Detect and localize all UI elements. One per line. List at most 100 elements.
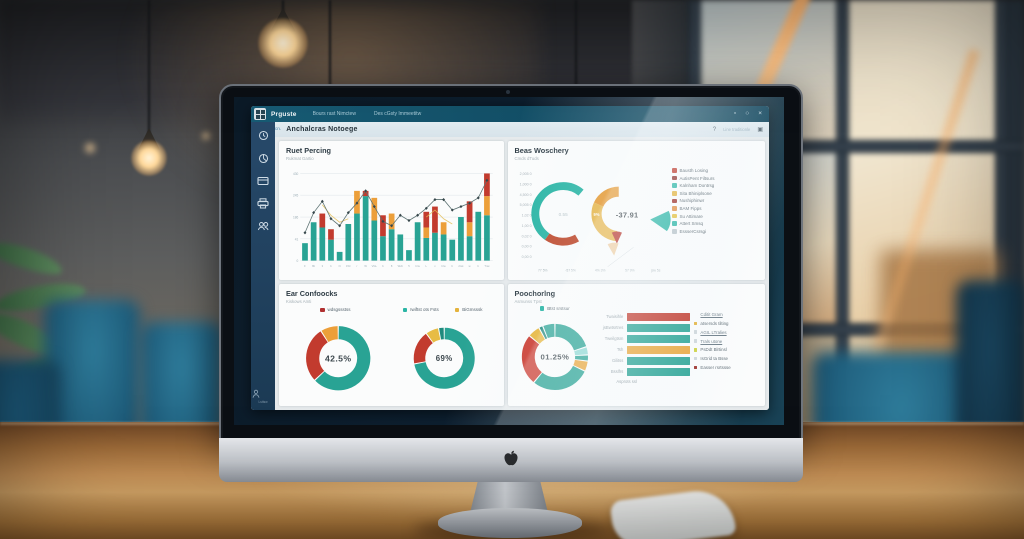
chart-legend: Btst srstsur xyxy=(539,306,570,314)
y-axis-label: 4,500 0 xyxy=(519,193,531,197)
bar-teal xyxy=(362,196,369,261)
legend-item: Attert Smsq xyxy=(672,221,758,226)
dashboard-window: Prguste Bours rast Nimctew Des cGsty Imm… xyxy=(251,106,769,410)
x-tick-label: brw xyxy=(441,264,445,268)
legend-swatch xyxy=(672,175,677,181)
x-axis-label: 77 5% xyxy=(538,268,547,272)
x-tick-label: F xyxy=(304,264,306,268)
bar-teal xyxy=(380,236,386,261)
printer-icon[interactable] xyxy=(257,198,269,209)
trend-marker xyxy=(416,213,420,217)
panel-title: Ear Confoocks xyxy=(286,289,338,299)
maximize-icon[interactable]: ○ xyxy=(745,109,750,117)
donut-chart[interactable]: 42.5% xyxy=(297,317,379,399)
list-item[interactable]: atsersds tilting xyxy=(693,321,758,326)
list-item[interactable]: Easser rsrtssse xyxy=(693,365,758,370)
menu-item[interactable]: Bours rast Nimctew xyxy=(312,111,356,117)
bar-row: Gilitss xyxy=(595,357,690,365)
apple-logo xyxy=(504,450,518,466)
list-item[interactable]: Trals utone xyxy=(693,339,758,344)
legend-item: Sita Bhiniplsone xyxy=(672,191,758,196)
x-tick-label: b xyxy=(382,264,384,268)
x-tick-label: 15tr xyxy=(346,264,351,268)
bar-teal xyxy=(458,217,464,261)
legend-swatch xyxy=(672,191,677,196)
bar-teal xyxy=(371,220,378,261)
horizontal-bar xyxy=(627,346,690,354)
minimize-icon[interactable]: ▫ xyxy=(733,109,737,117)
users-icon[interactable] xyxy=(257,221,270,231)
bar-row: Tsh xyxy=(595,346,690,354)
person-icon[interactable] xyxy=(251,389,261,399)
bar-row: Tweilgtsm xyxy=(595,335,690,343)
legend-label: Btst srstsur xyxy=(547,306,570,312)
bar-red xyxy=(423,211,430,228)
help-icon[interactable]: ? xyxy=(712,126,717,133)
horizontal-bar xyxy=(627,313,690,321)
donut-segment xyxy=(414,327,475,389)
panel-title: Beas Woschery xyxy=(514,146,569,155)
bar-orange xyxy=(423,227,430,238)
bar-teal xyxy=(406,250,412,261)
y-axis-label: 2,005 0 xyxy=(519,172,531,176)
legend-swatch xyxy=(402,307,408,313)
legend-item: BAM Fipps xyxy=(672,206,758,211)
panel-title: Ruet Percing xyxy=(286,146,332,155)
list-item[interactable]: PsDdt Blrtinsl xyxy=(693,347,758,352)
bar-label: Bsslfrs xyxy=(610,369,624,375)
bar-label: Tweilgtsm xyxy=(604,336,624,342)
list-marker xyxy=(693,330,698,335)
list-marker xyxy=(693,356,698,361)
close-icon[interactable]: × xyxy=(758,109,762,117)
menu-item[interactable]: Des cGsty Immeetitw xyxy=(373,111,422,117)
list-item[interactable]: IsGrid ta Bsse xyxy=(693,356,758,361)
window-titlebar: Prguste Bours rast Nimctew Des cGsty Imm… xyxy=(251,106,769,122)
gauge-donut-chart[interactable]: 2,005 0 1,000 0 4,500 0 5,005 0 1,02 0 1,00 0… xyxy=(515,161,672,276)
imac-chin xyxy=(219,438,803,482)
panel-poochorlng: Poochorlng Asmunss Tpst Btst srstsur 01.… xyxy=(507,284,765,406)
list-item[interactable]: Cditit Gram xyxy=(694,312,758,317)
bokeh-light xyxy=(200,130,212,142)
legend-label: BiGmsssk xyxy=(462,307,483,313)
legend-item: Su Attimare xyxy=(672,214,758,219)
window-controls: ▫ ○ × xyxy=(733,109,769,118)
y-axis-label: 1,02 0 xyxy=(521,214,531,218)
app-logo[interactable] xyxy=(254,108,266,120)
bar-red xyxy=(328,229,334,240)
trend-marker xyxy=(476,196,480,200)
x-tick-label: 8 xyxy=(391,264,393,268)
list-item[interactable]: AGIL LTralies xyxy=(693,330,758,335)
page-title: Anchalcras Notoege xyxy=(286,126,358,133)
lamp-stem xyxy=(575,0,577,122)
pie-icon[interactable] xyxy=(258,153,269,164)
x-tick-label: b xyxy=(452,264,454,268)
plant-leaf xyxy=(0,236,66,280)
x-tick-label: W xyxy=(364,264,367,268)
clock-icon[interactable] xyxy=(258,130,269,141)
bar-row: Twaisihle xyxy=(595,313,690,321)
bar-orange xyxy=(440,222,447,235)
card-icon[interactable] xyxy=(257,176,269,186)
bar-label: Asprots ssl xyxy=(616,379,637,385)
y-tick-label: 186 xyxy=(293,215,298,219)
trend-marker xyxy=(424,206,428,210)
bar-teal xyxy=(336,251,343,261)
sidebar-bottom-label: Lsttsw xyxy=(258,400,268,404)
bar-red xyxy=(484,173,490,197)
donut-chart[interactable]: 69% xyxy=(403,317,485,399)
teal-wedge xyxy=(649,210,671,232)
chart-legend: Bausth Losing AutisPent Filtsurs Kalnham D… xyxy=(672,161,758,276)
lamp-stem xyxy=(329,0,331,108)
ring-orange-arc xyxy=(593,186,619,208)
bokeh-light xyxy=(82,140,98,156)
donut-segment xyxy=(521,336,542,382)
bar-teal xyxy=(475,211,482,261)
donut-segment xyxy=(321,325,339,343)
panel-subtitle: Rukmat Gartio xyxy=(286,156,314,161)
donut-chart[interactable]: 01.25% xyxy=(512,314,598,400)
y-tick-label: 430 xyxy=(293,172,298,176)
horizontal-bar xyxy=(627,368,690,376)
bar-red xyxy=(380,215,386,237)
grid-icon[interactable]: ▣ xyxy=(757,127,763,133)
